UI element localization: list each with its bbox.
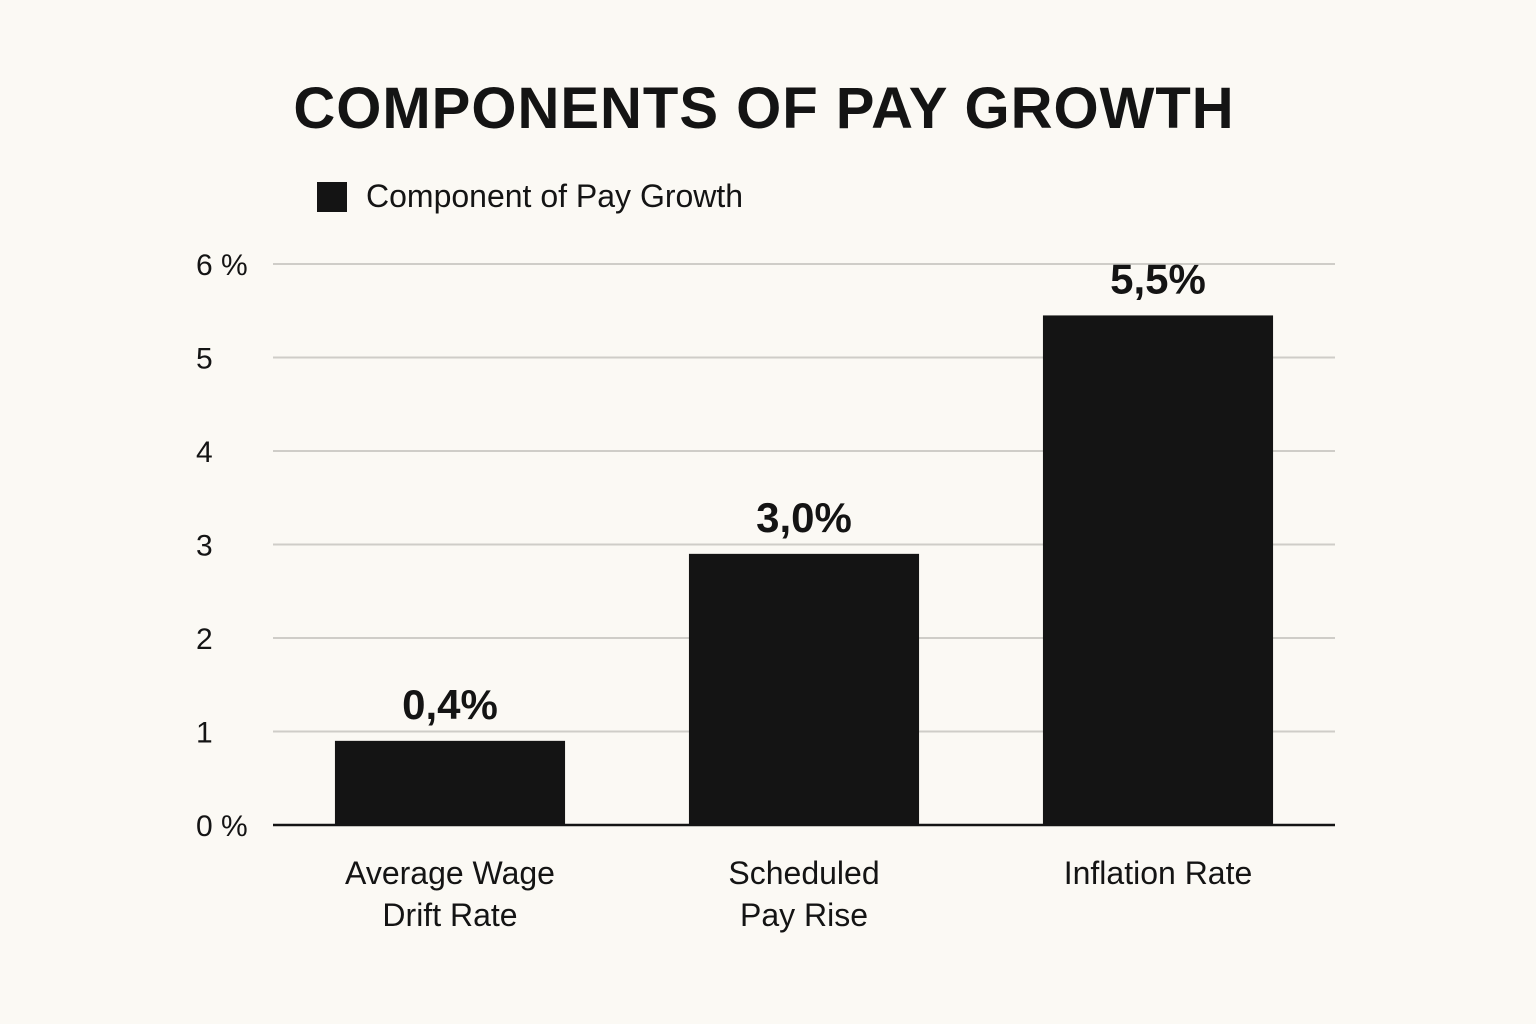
- x-category-label: Scheduled Pay Rise: [728, 855, 879, 933]
- x-category-line: Drift Rate: [382, 897, 517, 933]
- x-category-line: Inflation Rate: [1064, 855, 1253, 891]
- legend-swatch: [317, 182, 347, 212]
- legend-label: Component of Pay Growth: [366, 178, 743, 214]
- bar-value-label: 5,5%: [1110, 255, 1206, 302]
- bars: [334, 315, 1274, 825]
- y-tick-label: 4: [196, 436, 213, 469]
- legend: Component of Pay Growth: [317, 178, 743, 214]
- x-category-line: Pay Rise: [740, 897, 868, 933]
- x-category-label: Inflation Rate: [1064, 855, 1253, 891]
- bar-value-label: 0,4%: [402, 681, 498, 728]
- y-tick-label: 3: [196, 530, 213, 563]
- x-category-label: Average Wage Drift Rate: [345, 855, 555, 933]
- y-tick-label: 5: [196, 343, 213, 376]
- y-tick-label: 1: [196, 717, 213, 750]
- bar: [1042, 315, 1274, 825]
- bar: [688, 553, 920, 825]
- y-tick-label: 0 %: [196, 810, 248, 843]
- x-category-line: Average Wage: [345, 855, 555, 891]
- y-tick-label: 2: [196, 623, 213, 656]
- chart-title: COMPONENTS OF PAY GROWTH: [293, 76, 1234, 141]
- bar-value-label: 3,0%: [756, 494, 852, 541]
- y-axis-ticks: 0 % 1 2 3 4 5 6 %: [196, 249, 248, 843]
- x-category-line: Scheduled: [728, 855, 879, 891]
- x-axis-categories: Average Wage Drift Rate Scheduled Pay Rise I…: [345, 855, 1252, 933]
- data-labels: 0,4% 3,0% 5,5%: [402, 255, 1206, 727]
- y-tick-label: 6 %: [196, 249, 248, 282]
- bar: [334, 740, 566, 825]
